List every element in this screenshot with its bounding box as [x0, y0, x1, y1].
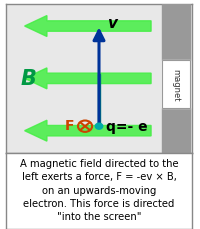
Text: magnet: magnet: [172, 69, 181, 101]
Circle shape: [95, 124, 103, 130]
Text: F: F: [64, 119, 74, 133]
Bar: [162, 61, 190, 109]
Text: q=- e: q=- e: [106, 120, 147, 134]
FancyArrow shape: [25, 68, 151, 89]
Bar: [162, 61, 190, 109]
Bar: [162, 109, 190, 153]
FancyArrow shape: [25, 16, 151, 37]
Text: B: B: [20, 69, 36, 89]
FancyArrow shape: [98, 74, 100, 127]
Text: A magnetic field directed to the
left exerts a force, F = -ev × B,
on an upwards: A magnetic field directed to the left ex…: [20, 158, 178, 221]
FancyArrow shape: [25, 121, 151, 142]
Text: v: v: [107, 16, 117, 31]
Bar: [162, 5, 190, 61]
